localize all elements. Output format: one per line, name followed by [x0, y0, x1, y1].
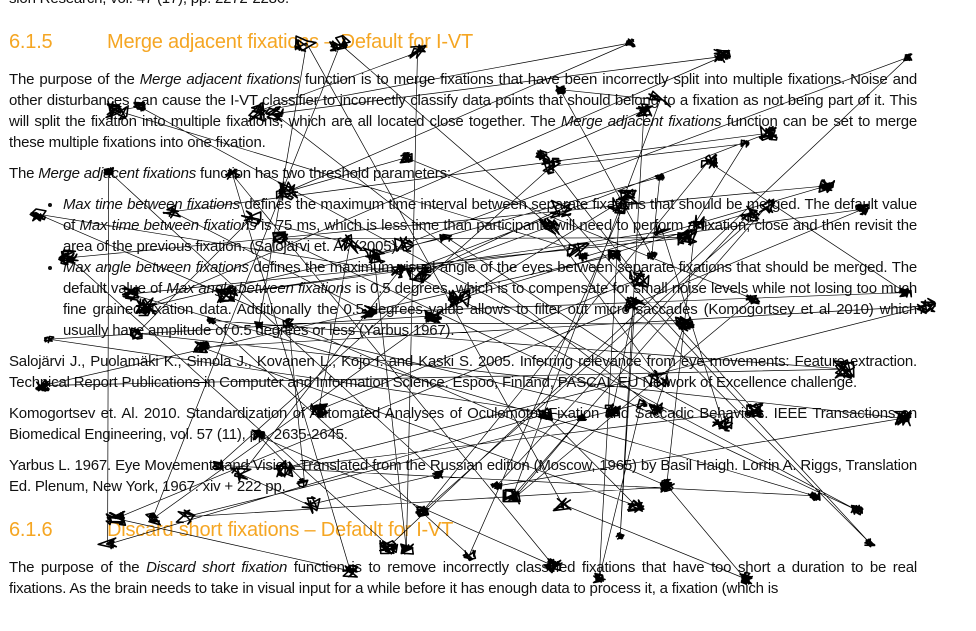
term: Max time between fixations — [79, 217, 257, 234]
term: Max angle between fixations — [166, 280, 352, 297]
text: function has two threshold parameters: — [196, 165, 451, 182]
text: function can be set to merge these multi… — [9, 113, 917, 151]
section-title: Discard short fixations – Default for I-… — [107, 519, 454, 541]
section-number: 6.1.6 — [9, 519, 53, 541]
section-heading: 6.1.6 Discard short fixations – Default f… — [9, 517, 917, 543]
section-heading: 6.1.5 Merge adjacent fixations – Default … — [9, 29, 917, 55]
section-title: Merge adjacent fixations – Default for I… — [107, 31, 474, 53]
paragraph: The purpose of the Discard short fixatio… — [9, 557, 917, 599]
paragraph: The Merge adjacent fixations function ha… — [9, 163, 917, 184]
saccade-path — [37, 42, 927, 579]
fixation-clusters — [29, 34, 937, 586]
document: sion Research, vol. 47 (17), pp. 2272-22… — [9, 0, 917, 609]
term: Merge adjacent fixations — [139, 71, 300, 88]
term: Discard short fixation — [146, 559, 288, 576]
term: Max angle between fixations — [63, 259, 249, 276]
text: function is to merge fixations that have… — [9, 71, 917, 130]
text: The purpose of the — [9, 559, 147, 576]
text: The purpose of the — [9, 71, 140, 88]
reference: Yarbus L. 1967. Eye Movements and Vision… — [9, 457, 917, 495]
bullet-list: Max time between fixations defines the m… — [9, 194, 917, 341]
text: function is to remove incorrectly classi… — [9, 559, 917, 597]
term: Merge adjacent fixations — [560, 113, 722, 130]
top-fragment: sion Research, vol. 47 (17), pp. 2272-22… — [9, 0, 917, 9]
term: Merge adjacent fixations — [38, 165, 197, 182]
section-number: 6.1.5 — [9, 31, 53, 53]
paragraph: The purpose of the Merge adjacent fixati… — [9, 69, 917, 153]
text: The — [9, 165, 39, 182]
